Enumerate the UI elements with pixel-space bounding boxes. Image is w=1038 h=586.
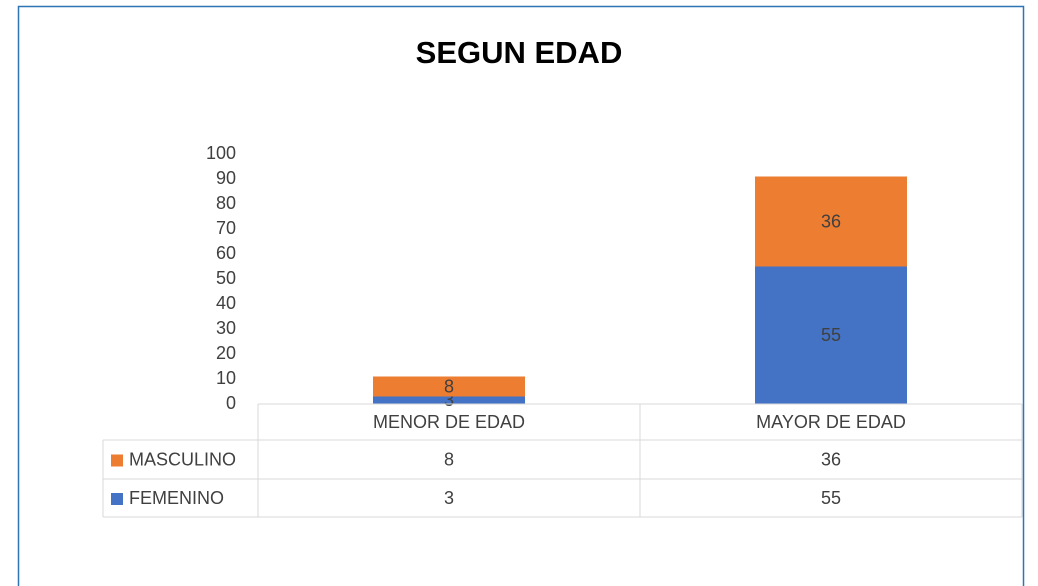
table-cell: 36 <box>821 449 841 469</box>
y-tick-label: 50 <box>216 268 236 288</box>
data-label: 36 <box>821 211 841 231</box>
data-label: 55 <box>821 325 841 345</box>
x-tick-label: MENOR DE EDAD <box>373 412 525 432</box>
bar-segment <box>755 266 907 404</box>
legend-swatch <box>111 493 123 505</box>
y-tick-label: 70 <box>216 218 236 238</box>
bar-segment <box>373 396 525 404</box>
legend-label: FEMENINO <box>129 488 224 508</box>
table-cell: 3 <box>444 488 454 508</box>
data-label: 3 <box>444 390 454 410</box>
legend-label: MASCULINO <box>129 449 236 469</box>
bar-segment <box>755 176 907 267</box>
y-tick-label: 90 <box>216 168 236 188</box>
chart-title: SEGUN EDAD <box>416 35 623 70</box>
data-label: 8 <box>444 376 454 396</box>
y-tick-label: 100 <box>206 143 236 163</box>
table-cell: 8 <box>444 449 454 469</box>
y-tick-label: 0 <box>226 393 236 413</box>
y-tick-label: 10 <box>216 368 236 388</box>
y-tick-label: 30 <box>216 318 236 338</box>
bar-segment <box>373 376 525 397</box>
x-tick-label: MAYOR DE EDAD <box>756 412 906 432</box>
y-tick-label: 60 <box>216 243 236 263</box>
y-tick-label: 40 <box>216 293 236 313</box>
y-tick-label: 20 <box>216 343 236 363</box>
legend-swatch <box>111 454 123 467</box>
y-tick-label: 80 <box>216 193 236 213</box>
table-cell: 55 <box>821 488 841 508</box>
